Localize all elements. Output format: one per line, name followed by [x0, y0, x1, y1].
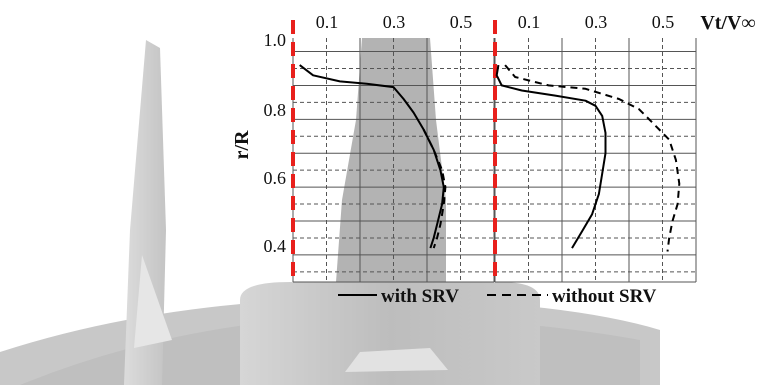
series-line-without-srv-left	[422, 129, 447, 249]
x-tick-label: 0.5	[450, 12, 473, 32]
y-tick-labels: 1.0 0.8 0.6 0.4	[264, 30, 287, 256]
background-render	[0, 38, 660, 385]
y-tick-label: 0.8	[264, 100, 287, 120]
blade-sliver	[134, 255, 172, 348]
series-line-without-srv-right	[504, 64, 681, 252]
x-tick-label: 0.3	[383, 12, 406, 32]
chart-curves	[299, 64, 681, 252]
series-line-with-srv-right	[495, 64, 607, 249]
y-axis-title: r/R	[231, 130, 253, 159]
x-tick-labels-left: 0.1 0.3 0.5	[316, 12, 473, 32]
chart-grid	[292, 38, 697, 283]
blade-shadow-band	[336, 38, 446, 282]
x-tick-label: 0.3	[585, 12, 608, 32]
legend-label-with-srv: with SRV	[381, 286, 459, 307]
y-tick-label: 1.0	[264, 30, 287, 50]
legend-label-without-srv: without SRV	[552, 286, 657, 307]
y-tick-label: 0.4	[264, 236, 287, 256]
hub-body	[240, 282, 540, 385]
x-axis-title: Vt/V∞	[700, 12, 755, 34]
x-tick-labels-right: 0.1 0.3 0.5	[518, 12, 675, 32]
x-tick-label: 0.5	[652, 12, 675, 32]
x-tick-label: 0.1	[518, 12, 541, 32]
x-tick-label: 0.1	[316, 12, 339, 32]
y-tick-label: 0.6	[264, 168, 287, 188]
legend: with SRV without SRV	[338, 286, 657, 307]
hub-recess	[345, 348, 448, 372]
